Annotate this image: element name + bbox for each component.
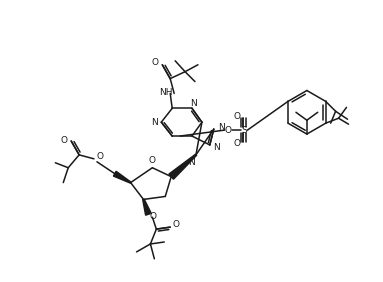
- Text: O: O: [150, 212, 157, 221]
- Text: O: O: [152, 58, 159, 67]
- Text: S: S: [242, 125, 247, 135]
- Polygon shape: [143, 199, 151, 215]
- Text: O: O: [61, 136, 68, 146]
- Text: O: O: [173, 220, 180, 229]
- Text: N: N: [218, 123, 225, 132]
- Text: N: N: [191, 99, 197, 108]
- Text: O: O: [233, 140, 240, 148]
- Polygon shape: [113, 171, 131, 183]
- Text: N: N: [151, 118, 158, 127]
- Text: N: N: [188, 158, 195, 167]
- Text: O: O: [224, 125, 231, 135]
- Text: O: O: [233, 112, 240, 121]
- Text: N: N: [213, 144, 220, 153]
- Polygon shape: [169, 154, 196, 179]
- Text: O: O: [149, 156, 156, 165]
- Text: O: O: [97, 152, 103, 161]
- Text: NH: NH: [159, 88, 173, 97]
